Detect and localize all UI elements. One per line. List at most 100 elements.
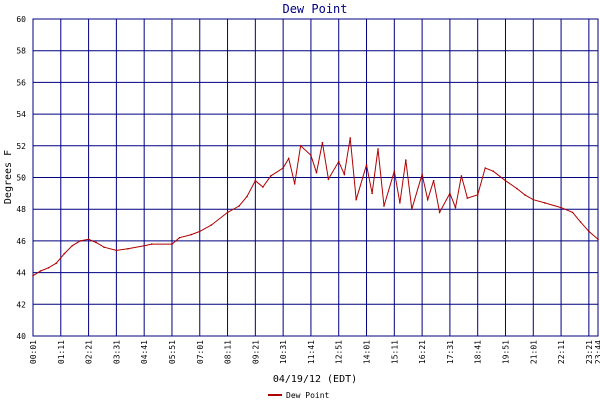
data-point (310, 154, 312, 157)
data-point (516, 187, 518, 190)
x-tick-label: 03:31 (112, 340, 121, 364)
data-point (246, 195, 248, 198)
y-tick-label: 42 (16, 300, 26, 309)
data-point (63, 252, 66, 255)
data-point (426, 198, 429, 201)
legend-label: Dew Point (286, 391, 330, 400)
data-point (532, 198, 535, 201)
data-point (460, 175, 463, 177)
x-tick-label: 10:31 (279, 340, 288, 364)
data-point (597, 238, 599, 241)
data-point (421, 173, 423, 176)
data-point (95, 241, 97, 244)
data-point (55, 262, 58, 264)
y-tick-label: 52 (16, 142, 26, 151)
data-point (343, 173, 346, 176)
data-point (383, 205, 385, 207)
data-point (39, 270, 42, 272)
data-point (115, 249, 118, 252)
data-point (71, 244, 74, 247)
data-point (293, 183, 296, 185)
data-point (190, 233, 193, 236)
y-tick-label: 56 (16, 78, 26, 87)
x-axis-label: 04/19/12 (EDT) (273, 374, 357, 385)
data-point (543, 202, 546, 204)
data-point (454, 206, 457, 209)
data-point (127, 248, 129, 250)
data-point (579, 221, 582, 223)
y-tick-label: 40 (16, 332, 26, 341)
data-point (371, 192, 373, 195)
x-axis-tick-labels: 00:01 01:11 02:21 03:31 04:41 05:51 07:01 08:11… (29, 340, 600, 364)
data-point (355, 198, 357, 201)
data-point (449, 192, 451, 195)
data-point (32, 274, 34, 277)
x-tick-label: 04:41 (140, 340, 149, 364)
data-point (299, 145, 302, 147)
data-point (103, 246, 105, 249)
y-axis-tick-labels: 40 42 44 46 48 50 52 54 56 58 60 (16, 15, 26, 341)
data-point (393, 170, 396, 172)
data-point (377, 148, 379, 150)
data-point (226, 211, 229, 214)
chart-grid (32, 18, 599, 337)
data-point (476, 194, 479, 196)
y-tick-label: 48 (16, 205, 26, 214)
x-tick-label: 00:01 (29, 340, 38, 364)
x-tick-label: 11:41 (307, 340, 316, 364)
x-tick-label: 02:21 (85, 340, 94, 364)
x-tick-label: 12:51 (335, 340, 344, 364)
legend: Dew Point (268, 391, 330, 400)
plot-frame (32, 18, 599, 337)
data-point (492, 170, 494, 172)
x-tick-label: 08:11 (224, 340, 233, 364)
x-tick-label: 14:01 (363, 340, 372, 364)
x-tick-label: 01:11 (57, 340, 66, 364)
data-point (524, 194, 526, 196)
data-point (262, 186, 264, 188)
data-point (410, 208, 413, 210)
x-tick-label: 05:51 (168, 340, 177, 364)
x-tick-label: 17:31 (446, 340, 455, 364)
data-point (254, 179, 257, 182)
data-point (337, 160, 340, 163)
y-axis-label: Degrees F (3, 150, 14, 204)
data-point (588, 230, 590, 233)
data-point (150, 243, 153, 245)
y-tick-label: 44 (16, 269, 26, 278)
data-point (87, 238, 90, 241)
data-point (143, 244, 145, 247)
data-point (79, 240, 82, 242)
x-tick-label: 09:21 (251, 340, 260, 364)
data-point (438, 211, 441, 214)
data-point (327, 178, 330, 180)
data-point (171, 243, 173, 245)
data-point (47, 267, 50, 269)
data-point (178, 236, 181, 239)
x-tick-label: 16:21 (418, 340, 427, 364)
data-point (466, 197, 469, 199)
data-point (365, 164, 368, 166)
y-tick-label: 54 (16, 110, 26, 119)
y-tick-label: 60 (16, 15, 26, 24)
x-tick-label: 23:44 (594, 340, 600, 364)
data-point (504, 179, 507, 182)
y-tick-label: 50 (16, 174, 26, 183)
data-point (405, 159, 407, 161)
data-point (270, 175, 272, 177)
data-point (238, 205, 240, 207)
data-point (282, 167, 284, 169)
chart-title: Dew Point (282, 2, 347, 16)
x-tick-label: 22:11 (557, 340, 566, 364)
y-tick-label: 58 (16, 47, 26, 56)
data-point (399, 202, 401, 204)
data-point (484, 167, 487, 169)
data-point (432, 179, 435, 182)
x-tick-label: 15:11 (390, 340, 399, 364)
data-point (571, 211, 574, 214)
data-point (349, 137, 352, 139)
x-tick-label: 18:41 (474, 340, 483, 364)
y-tick-label: 46 (16, 237, 26, 246)
data-point (321, 141, 324, 144)
